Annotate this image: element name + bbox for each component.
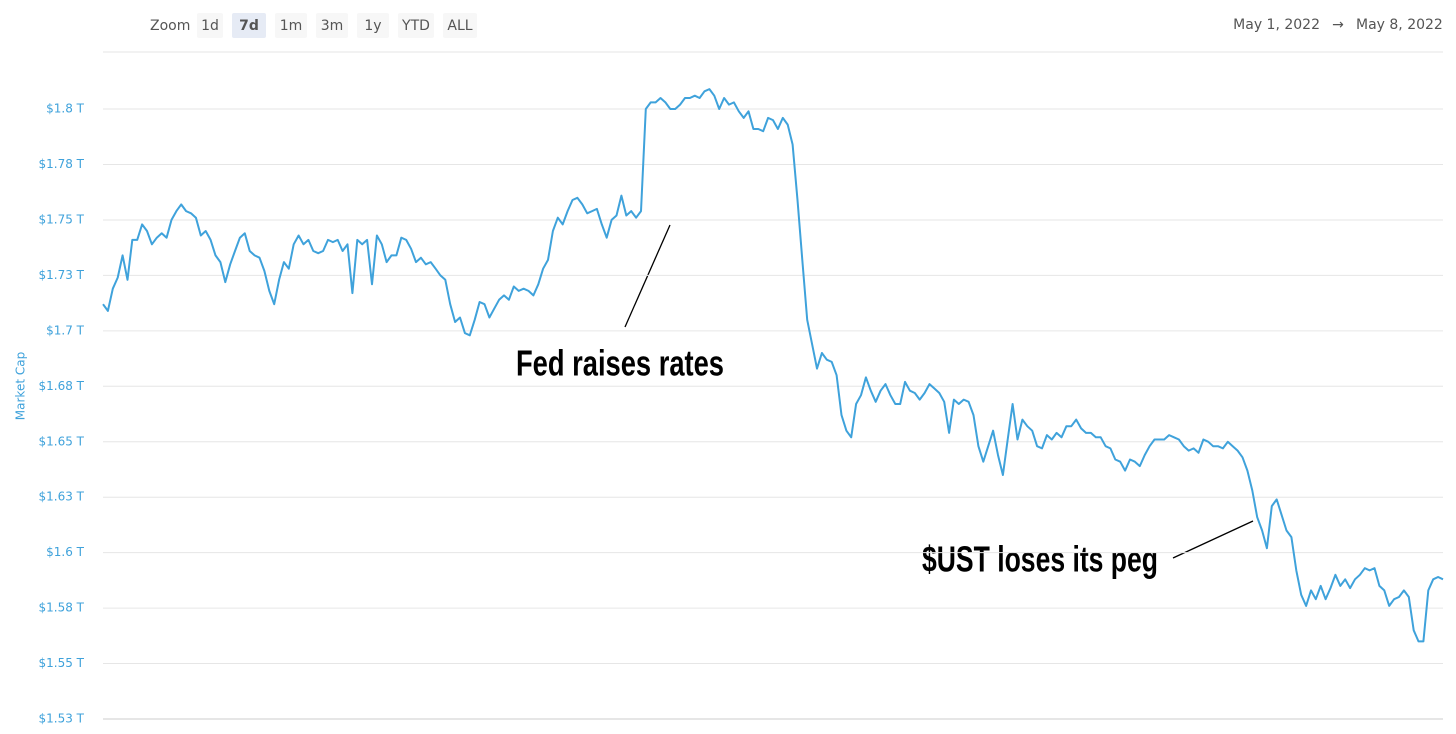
zoom-button[interactable]: 1y xyxy=(357,13,389,38)
zoom-button-label: ALL xyxy=(447,18,472,34)
zoom-button-label: 7d xyxy=(239,18,259,34)
y-tick-label: $1.7 T xyxy=(46,323,85,337)
line-series xyxy=(102,88,1444,643)
zoom-button-label: 1m xyxy=(280,18,303,34)
zoom-label: Zoom xyxy=(150,18,190,34)
y-tick-label: $1.68 T xyxy=(39,379,85,393)
y-tick-label: $1.58 T xyxy=(39,601,85,615)
y-tick-label: $1.78 T xyxy=(39,157,85,171)
y-tick-label: $1.55 T xyxy=(39,656,85,670)
zoom-button-bg xyxy=(275,13,307,38)
y-tick-label: $1.53 T xyxy=(39,712,85,726)
y-tick-label: $1.75 T xyxy=(39,212,85,226)
zoom-button[interactable]: 1m xyxy=(275,13,307,38)
y-tick-label: $1.8 T xyxy=(46,102,85,116)
annotation-leader xyxy=(624,224,671,328)
annotation: $UST loses its peg xyxy=(922,539,1158,580)
zoom-button-bg xyxy=(398,13,434,38)
y-tick-label: $1.73 T xyxy=(39,268,85,282)
range-from: May 1, 2022 xyxy=(1233,17,1320,33)
zoom-button-bg xyxy=(232,13,266,38)
zoom-button-label: 1d xyxy=(201,18,219,34)
range-to: May 8, 2022 xyxy=(1356,17,1443,33)
zoom-button-label: YTD xyxy=(401,18,430,34)
zoom-button-bg xyxy=(443,13,477,38)
y-axis-label: Market Cap xyxy=(14,352,28,420)
annotation-leader xyxy=(1172,520,1254,559)
zoom-button[interactable]: 7d xyxy=(232,13,266,38)
zoom-button-bg xyxy=(197,13,223,38)
zoom-button-bg xyxy=(316,13,348,38)
zoom-button-bg xyxy=(357,13,389,38)
zoom-button-label: 1y xyxy=(364,18,381,34)
y-tick-label: $1.63 T xyxy=(39,490,85,504)
zoom-button[interactable]: 1d xyxy=(197,13,223,38)
y-tick-label: $1.65 T xyxy=(39,434,85,448)
zoom-button[interactable]: 3m xyxy=(316,13,348,38)
y-tick-label: $1.6 T xyxy=(46,545,85,559)
annotation: Fed raises rates xyxy=(516,343,724,384)
zoom-button-label: 3m xyxy=(321,18,344,34)
zoom-button[interactable]: ALL xyxy=(443,13,477,38)
range-separator: → xyxy=(1332,17,1344,33)
zoom-button[interactable]: YTD xyxy=(398,13,434,38)
